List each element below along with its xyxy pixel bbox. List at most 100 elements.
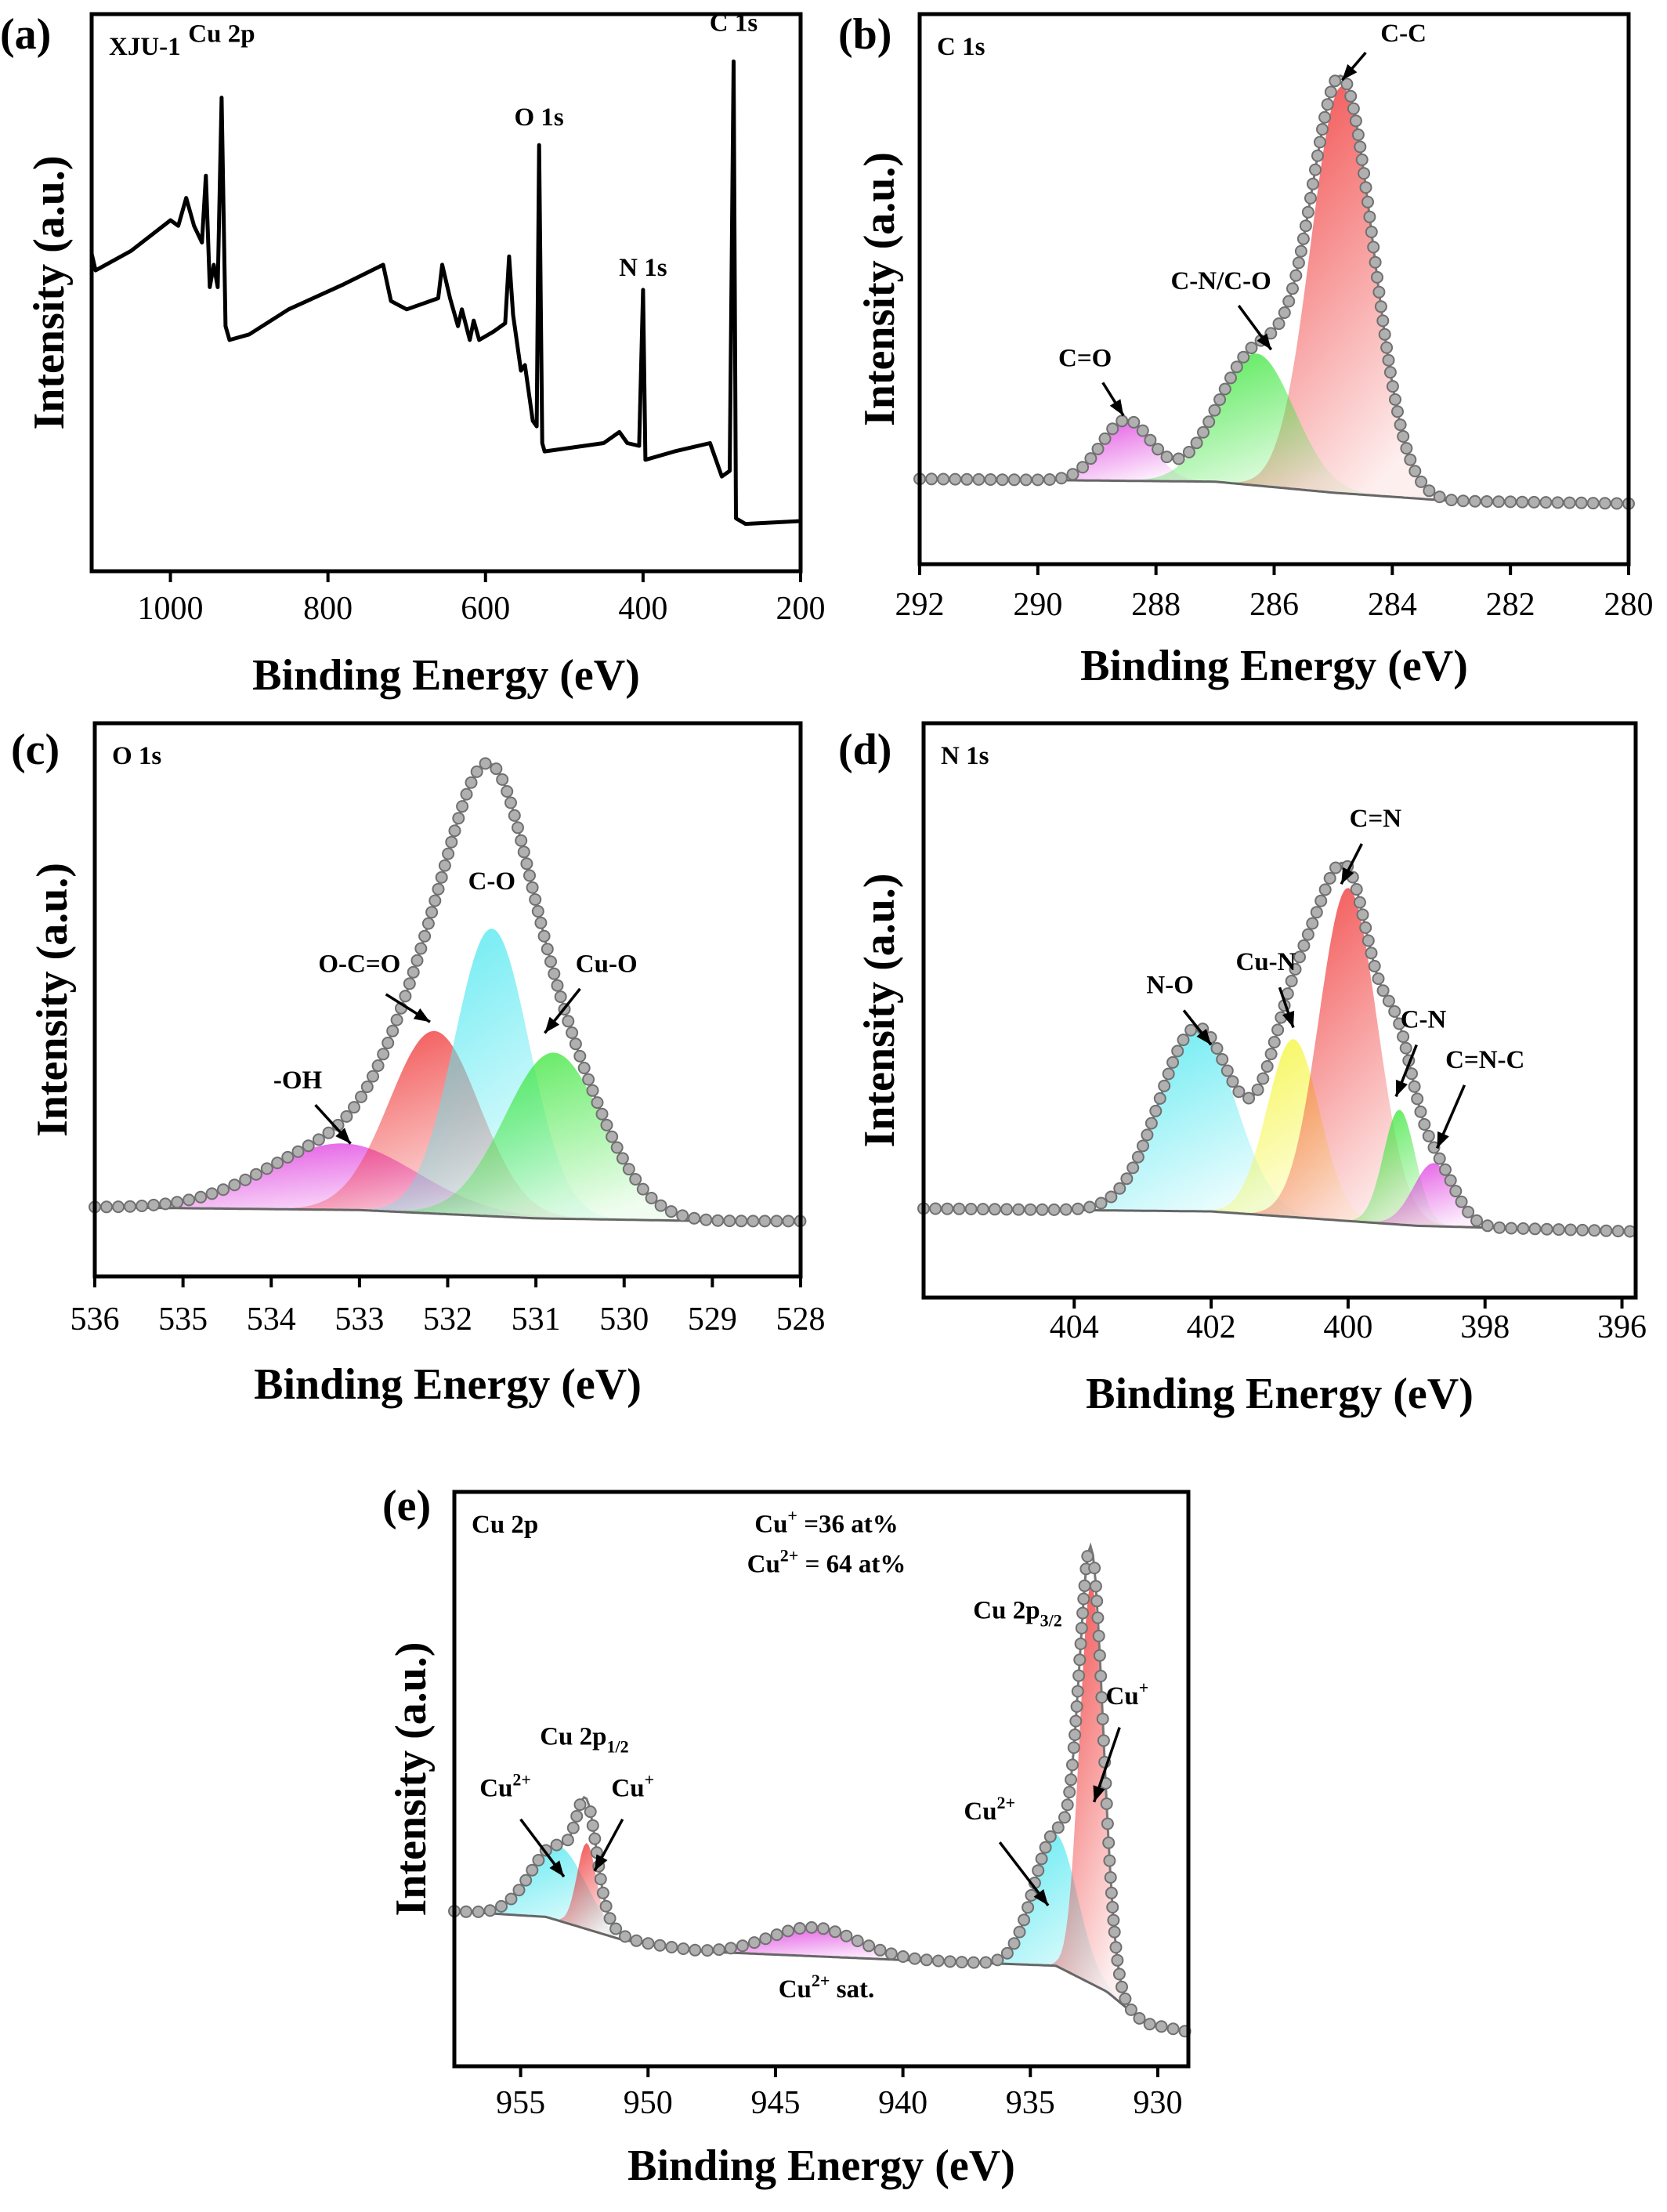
data-point bbox=[1365, 226, 1378, 238]
data-point bbox=[418, 929, 432, 943]
data-point bbox=[217, 1183, 230, 1197]
data-point bbox=[460, 787, 473, 801]
data-point bbox=[1304, 191, 1317, 205]
arrowhead-icon bbox=[1437, 1131, 1449, 1149]
data-point bbox=[1380, 341, 1394, 354]
data-point bbox=[445, 835, 458, 849]
data-point bbox=[1260, 1060, 1274, 1073]
data-point bbox=[1470, 1214, 1483, 1227]
x-tick-label: 935 bbox=[1006, 2085, 1055, 2121]
data-point bbox=[1394, 418, 1407, 432]
x-tick-label: 402 bbox=[1187, 1309, 1236, 1345]
data-point bbox=[1575, 496, 1588, 509]
x-tick-label: 955 bbox=[496, 2085, 545, 2121]
data-point bbox=[360, 1081, 374, 1093]
data-point bbox=[1367, 241, 1380, 254]
data-point bbox=[1000, 1946, 1014, 1960]
data-point bbox=[1072, 1202, 1084, 1215]
data-point bbox=[747, 1936, 761, 1950]
peak-annotation: Cu+ bbox=[1106, 1678, 1149, 1711]
data-point bbox=[665, 1941, 678, 1953]
data-point bbox=[884, 1947, 898, 1960]
data-point bbox=[1143, 2018, 1156, 2031]
data-point bbox=[537, 929, 551, 943]
annotation-text: C-O bbox=[468, 867, 516, 896]
data-point bbox=[512, 1884, 526, 1897]
peak-annotation: Cu+ bbox=[611, 1769, 654, 1802]
data-point bbox=[1408, 465, 1422, 478]
data-point bbox=[1314, 136, 1326, 149]
data-point bbox=[1369, 255, 1382, 269]
data-point bbox=[1094, 1670, 1108, 1682]
data-point bbox=[1149, 1104, 1163, 1117]
data-point bbox=[616, 1152, 629, 1165]
data-point bbox=[519, 1874, 533, 1887]
arrowhead-icon bbox=[1396, 1079, 1408, 1097]
panel-e: 955 950 945 940 935 930 Binding Energy (eV) Int… bbox=[382, 1482, 1191, 2190]
data-point bbox=[941, 1202, 954, 1215]
data-point bbox=[566, 1821, 580, 1834]
x-tick-label: 282 bbox=[1486, 587, 1535, 623]
peak-annotation: Cu2+ sat. bbox=[779, 1971, 875, 2004]
data-point bbox=[1468, 494, 1481, 508]
data-point bbox=[281, 1150, 295, 1164]
data-point bbox=[1051, 1821, 1065, 1834]
data-point bbox=[526, 881, 539, 894]
peak-annotation: C-O bbox=[468, 867, 516, 896]
arrowhead-icon bbox=[1033, 1889, 1049, 1906]
arrowhead-icon bbox=[1093, 1785, 1105, 1802]
data-point bbox=[1190, 436, 1203, 450]
data-point bbox=[979, 1956, 993, 1969]
data-point bbox=[1445, 494, 1458, 507]
data-point bbox=[1418, 1118, 1431, 1131]
data-point bbox=[1462, 1205, 1475, 1218]
data-point bbox=[582, 1073, 595, 1086]
data-point bbox=[562, 1015, 575, 1028]
data-point bbox=[1077, 1592, 1090, 1606]
data-point bbox=[1105, 1886, 1118, 1899]
x-tick-label: 532 bbox=[423, 1301, 472, 1338]
data-point bbox=[1378, 328, 1391, 341]
data-point bbox=[1399, 1041, 1412, 1055]
data-point bbox=[421, 917, 435, 930]
data-point bbox=[1285, 975, 1298, 987]
x-tick-label: 534 bbox=[247, 1301, 296, 1338]
annotation-text: C 1s bbox=[710, 9, 758, 37]
data-point bbox=[920, 1953, 933, 1967]
data-point bbox=[1089, 1580, 1102, 1593]
annotation-text: Cu 2p bbox=[540, 1723, 606, 1751]
data-point bbox=[1347, 102, 1360, 115]
data-point bbox=[1208, 404, 1221, 417]
data-point bbox=[171, 1196, 184, 1209]
data-point bbox=[677, 1942, 690, 1955]
data-point bbox=[1386, 380, 1399, 393]
data-point bbox=[967, 1956, 980, 1969]
data-point bbox=[414, 942, 428, 955]
data-point bbox=[495, 1899, 508, 1913]
data-point bbox=[1540, 1222, 1553, 1236]
data-point bbox=[483, 1904, 497, 1917]
data-point bbox=[1133, 2011, 1146, 2025]
data-point bbox=[1177, 1034, 1190, 1047]
data-point bbox=[410, 954, 424, 967]
data-point bbox=[1091, 1611, 1105, 1624]
data-point bbox=[442, 847, 455, 860]
data-point bbox=[1103, 1854, 1116, 1867]
data-point bbox=[925, 472, 938, 486]
data-point bbox=[425, 906, 439, 919]
data-point bbox=[271, 1157, 284, 1170]
data-point bbox=[1504, 495, 1517, 509]
data-point bbox=[642, 1937, 655, 1950]
x-tick-label: 200 bbox=[776, 591, 826, 627]
data-point bbox=[1084, 452, 1097, 465]
data-point bbox=[943, 1955, 956, 1968]
data-point bbox=[112, 1200, 125, 1214]
data-point bbox=[460, 1905, 472, 1918]
data-point bbox=[1116, 415, 1129, 428]
data-point bbox=[1172, 452, 1185, 465]
data-point bbox=[840, 1929, 853, 1942]
data-point bbox=[1102, 1836, 1116, 1849]
data-point bbox=[569, 1037, 582, 1051]
data-point bbox=[1329, 861, 1342, 874]
